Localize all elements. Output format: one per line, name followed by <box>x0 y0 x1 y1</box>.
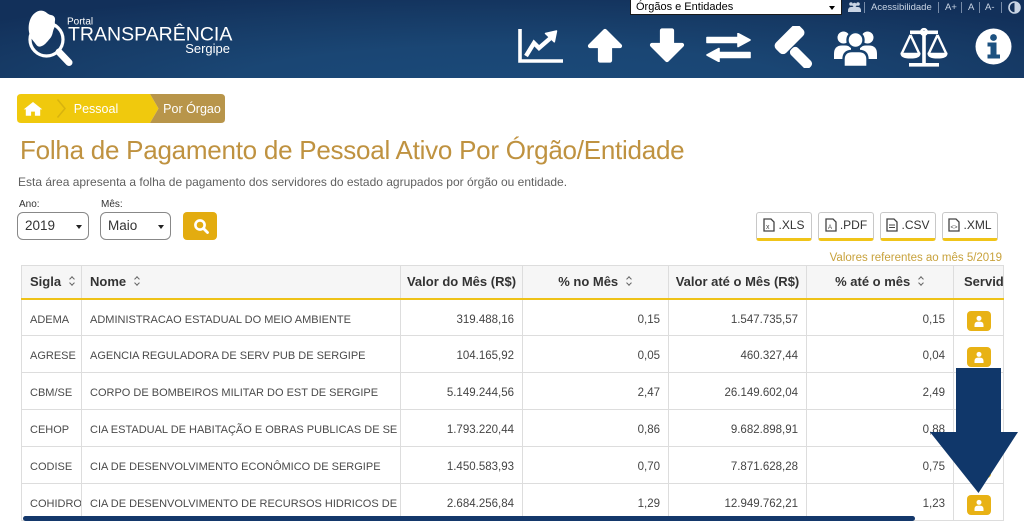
svg-text:<>: <> <box>951 225 959 231</box>
svg-text:Por Órgao: Por Órgao <box>163 101 221 116</box>
svg-text:Portal: Portal <box>67 17 93 28</box>
svg-text:x: x <box>766 224 770 231</box>
svg-text:TRANSPARÊNCIA: TRANSPARÊNCIA <box>68 23 232 46</box>
svg-text:A: A <box>828 225 832 231</box>
svg-text:Pessoal: Pessoal <box>74 102 118 116</box>
svg-text:Sergipe: Sergipe <box>185 41 230 56</box>
